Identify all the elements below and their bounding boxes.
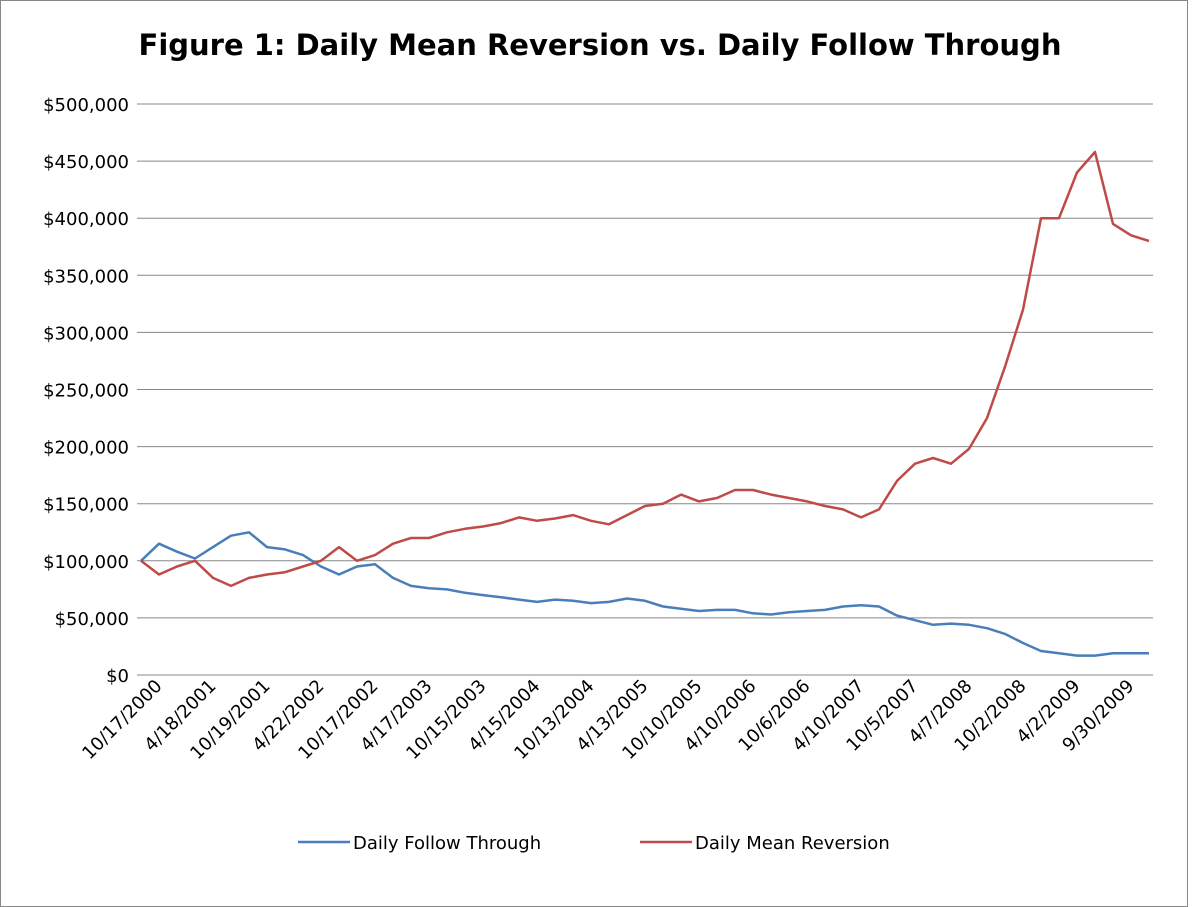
y-tick-label: $350,000 xyxy=(43,266,129,287)
y-tick-label: $500,000 xyxy=(43,95,129,116)
y-tick-label: $150,000 xyxy=(43,495,129,516)
y-tick-label: $100,000 xyxy=(43,552,129,573)
y-tick-label: $300,000 xyxy=(43,323,129,344)
y-tick-label: $50,000 xyxy=(55,609,129,630)
y-tick-label: $200,000 xyxy=(43,438,129,459)
y-tick-label: $0 xyxy=(106,666,129,687)
line-series xyxy=(140,150,1150,588)
chart-title: Figure 1: Daily Mean Reversion vs. Daily… xyxy=(139,28,1062,62)
y-tick-label: $450,000 xyxy=(43,152,129,173)
y-tick-label: $400,000 xyxy=(43,209,129,230)
legend-label: Daily Follow Through xyxy=(353,833,541,854)
legend-label: Daily Mean Reversion xyxy=(695,833,890,854)
line-series xyxy=(140,531,1149,657)
y-tick-label: $250,000 xyxy=(43,381,129,402)
